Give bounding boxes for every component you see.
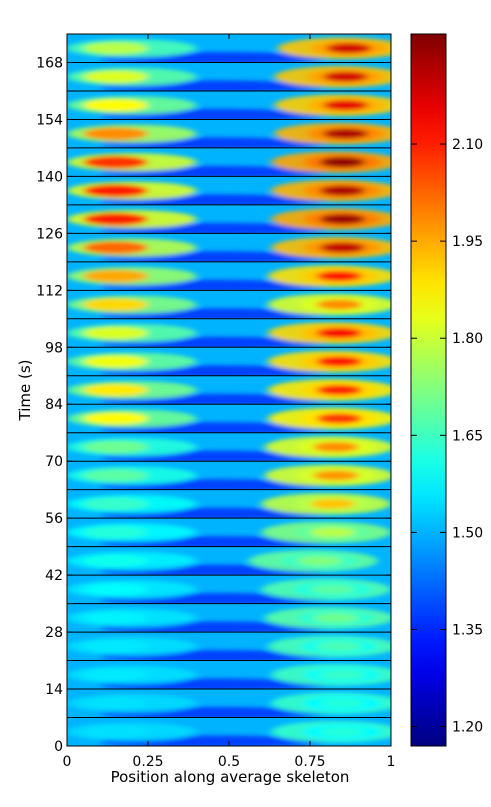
x-tick-label: 0 xyxy=(63,754,72,770)
time-band xyxy=(67,518,391,548)
time-band xyxy=(67,575,391,605)
plot-area xyxy=(67,34,391,747)
time-band xyxy=(67,34,391,63)
time-band xyxy=(67,90,391,120)
y-tick-label: 28 xyxy=(45,625,63,641)
y-tick-label: 56 xyxy=(45,511,63,527)
time-band xyxy=(67,261,391,291)
y-tick-label: 126 xyxy=(36,226,63,242)
x-tick-label: 1 xyxy=(387,754,396,770)
y-tick-label: 112 xyxy=(36,283,63,299)
y-tick-label: 42 xyxy=(45,568,63,584)
y-tick-label: 0 xyxy=(54,739,63,755)
y-tick-label: 168 xyxy=(36,55,63,71)
time-band xyxy=(67,233,391,263)
y-axis-label: Time (s) xyxy=(16,360,34,422)
y-tick-label: 140 xyxy=(36,169,63,185)
time-band xyxy=(67,689,391,719)
time-band xyxy=(67,461,391,491)
colorbar-tick-label: 1.35 xyxy=(452,622,483,638)
axes: 0 0.25 0.5 0.75 1 0 14 28 42 56 70 84 98 112 126 140 154… xyxy=(36,33,396,770)
y-tick-label: 98 xyxy=(45,340,63,356)
time-band xyxy=(67,62,391,92)
time-band xyxy=(67,147,391,177)
x-tick-label: 0.25 xyxy=(132,754,163,770)
y-tick-label: 70 xyxy=(45,454,63,470)
x-axis-label: Position along average skeleton xyxy=(111,768,350,786)
y-tick-label: 14 xyxy=(45,682,63,698)
colorbar-tick-label: 1.95 xyxy=(452,234,483,250)
time-band xyxy=(67,404,391,434)
time-band xyxy=(67,347,391,377)
time-band xyxy=(67,290,391,320)
colorbar: 1.20 1.35 1.50 1.65 1.80 1.95 2.10 xyxy=(410,33,483,747)
colorbar-tick-label: 1.20 xyxy=(452,720,483,736)
time-band xyxy=(67,432,391,462)
y-tick-label: 154 xyxy=(36,112,63,128)
time-band xyxy=(67,717,391,747)
x-tick-label: 0.5 xyxy=(218,754,240,770)
time-band xyxy=(67,176,391,206)
time-band xyxy=(67,603,391,633)
time-band xyxy=(67,318,391,348)
time-band xyxy=(67,489,391,519)
colorbar-tick-label: 1.65 xyxy=(452,428,483,444)
colorbar-gradient xyxy=(410,33,447,747)
time-band xyxy=(67,546,391,576)
time-band xyxy=(67,204,391,234)
colorbar-tick-label: 1.50 xyxy=(452,525,483,541)
x-tick-label: 0.75 xyxy=(294,754,325,770)
y-tick-label: 84 xyxy=(45,397,63,413)
colorbar-tick-label: 1.80 xyxy=(452,331,483,347)
time-band xyxy=(67,660,391,690)
time-band xyxy=(67,119,391,149)
time-band xyxy=(67,375,391,405)
colorbar-tick-label: 2.10 xyxy=(452,137,483,153)
time-band xyxy=(67,632,391,662)
